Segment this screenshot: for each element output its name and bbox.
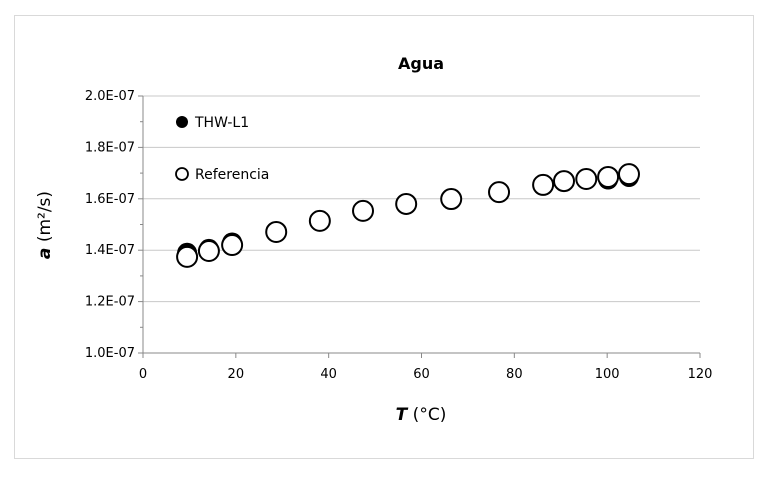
legend-label-thw-l1: THW-L1	[194, 115, 249, 131]
x-tick-label: 40	[320, 367, 337, 382]
data-point-referencia	[488, 181, 511, 204]
data-point-referencia	[575, 168, 598, 191]
legend-marker-referencia	[175, 167, 189, 181]
data-point-referencia	[352, 199, 375, 222]
x-axis-label: T (°C)	[396, 405, 447, 425]
x-tick-label: 0	[139, 367, 147, 382]
legend-label-referencia: Referencia	[195, 167, 269, 183]
data-point-referencia	[265, 220, 288, 243]
y-tick-label: 2.0E-07	[85, 89, 135, 104]
data-point-referencia	[221, 234, 244, 257]
y-axis-label: a (m²/s)	[35, 191, 55, 259]
chart-frame	[14, 15, 754, 459]
x-tick-label: 60	[413, 367, 430, 382]
data-point-referencia	[308, 209, 331, 232]
x-tick-label: 20	[228, 367, 245, 382]
y-tick-label: 1.0E-07	[85, 346, 135, 361]
y-tick-label: 1.8E-07	[85, 140, 135, 155]
data-point-referencia	[597, 165, 620, 188]
data-point-referencia	[552, 170, 575, 193]
x-tick-label: 120	[688, 367, 713, 382]
legend-marker-thw-l1	[176, 116, 188, 128]
y-tick-label: 1.6E-07	[85, 192, 135, 207]
y-tick-label: 1.4E-07	[85, 243, 135, 258]
x-tick-label: 80	[506, 367, 523, 382]
data-point-referencia	[395, 192, 418, 215]
legend: THW-L1 Referencia	[175, 115, 269, 183]
data-point-referencia	[617, 163, 640, 186]
data-point-referencia	[440, 188, 463, 211]
y-tick-label: 1.2E-07	[85, 295, 135, 310]
data-point-referencia	[532, 173, 555, 196]
data-point-referencia	[176, 245, 199, 268]
chart-title: Agua	[398, 54, 444, 73]
data-point-referencia	[197, 239, 220, 262]
x-tick-label: 100	[595, 367, 620, 382]
